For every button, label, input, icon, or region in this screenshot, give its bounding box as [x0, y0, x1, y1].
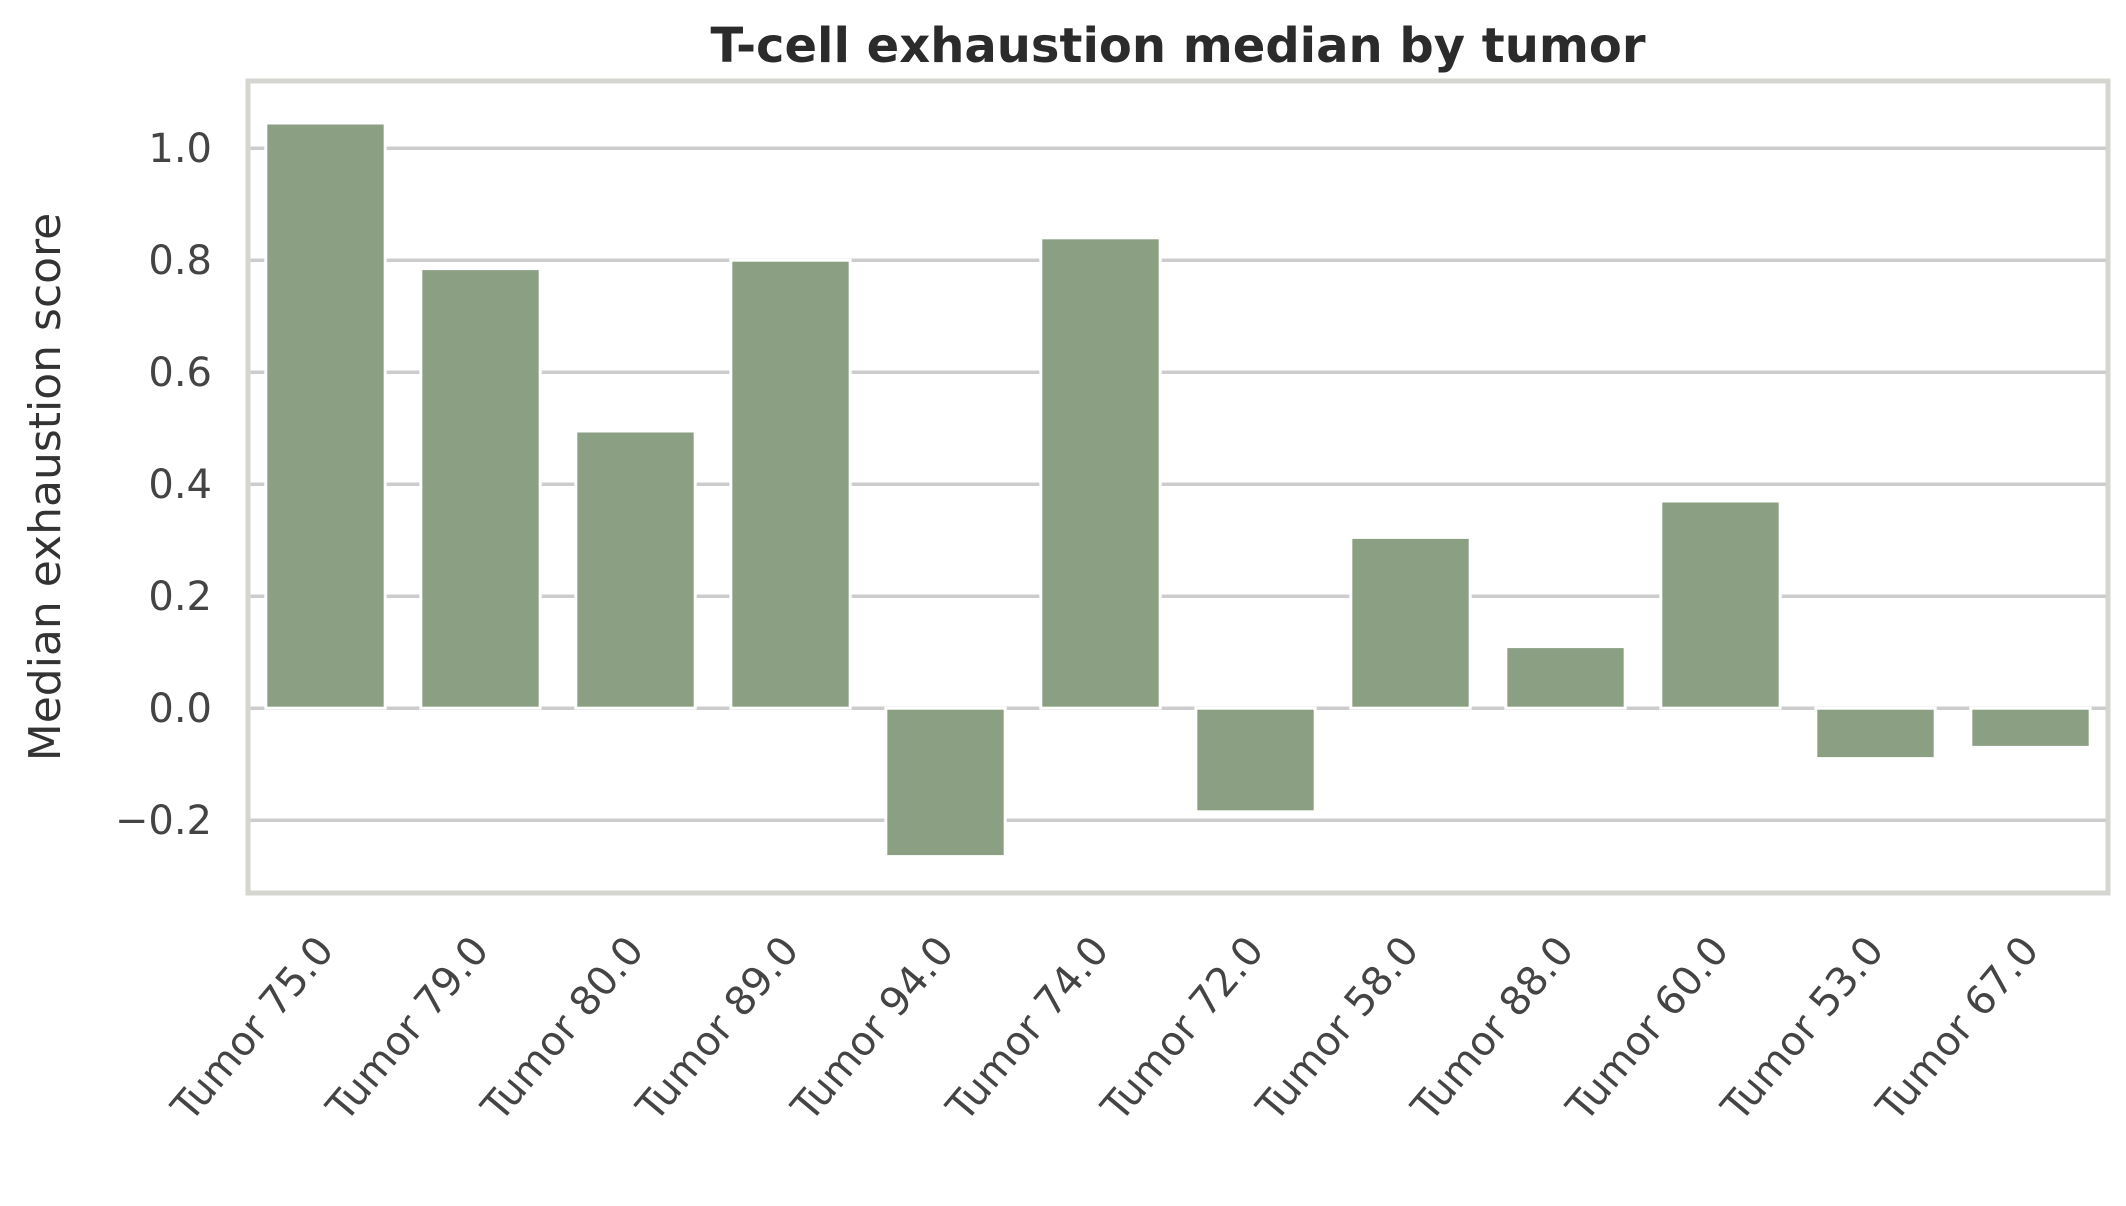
- y-tick-label: 0.4: [148, 462, 212, 508]
- x-tick-label: Tumor 88.0: [1402, 928, 1583, 1131]
- plot-frame: [245, 78, 2111, 896]
- bar: [264, 121, 387, 710]
- x-tick-label: Tumor 94.0: [782, 928, 963, 1131]
- y-axis-label: Median exhaustion score: [20, 213, 71, 762]
- x-tick-label: Tumor 58.0: [1247, 928, 1428, 1131]
- bar: [1814, 706, 1937, 761]
- x-tick-label: Tumor 67.0: [1867, 928, 2048, 1131]
- x-tick-label: Tumor 72.0: [1092, 928, 1273, 1131]
- bar: [729, 258, 852, 710]
- x-tick-label: Tumor 74.0: [937, 928, 1118, 1131]
- y-tick-label: 0.2: [148, 574, 212, 620]
- bars: [264, 121, 2092, 859]
- x-tick-label: Tumor 60.0: [1557, 928, 1738, 1131]
- bar: [1349, 535, 1472, 710]
- y-tick-label: 0.8: [148, 238, 212, 284]
- bar: [1969, 706, 2092, 749]
- y-tick-label: 0.0: [148, 686, 212, 732]
- bar: [1039, 236, 1162, 710]
- y-tick-label: 0.6: [148, 350, 212, 396]
- bar: [1194, 706, 1317, 814]
- x-tick-label: Tumor 53.0: [1712, 928, 1893, 1131]
- bar: [419, 267, 542, 710]
- y-axis-ticks: −0.2 0.0 0.2 0.4 0.6 0.8 1.0: [115, 126, 212, 844]
- bar: [1504, 645, 1627, 710]
- bar: [884, 706, 1007, 859]
- y-tick-label: −0.2: [115, 798, 212, 844]
- chart-title: T-cell exhaustion median by tumor: [710, 18, 1645, 74]
- x-tick-label: Tumor 89.0: [627, 928, 808, 1131]
- bar: [1659, 499, 1782, 710]
- x-tick-label: Tumor 80.0: [472, 928, 653, 1131]
- x-tick-label: Tumor 79.0: [317, 928, 498, 1131]
- gridlines: [248, 146, 2108, 822]
- bar: [574, 429, 697, 710]
- x-tick-label: Tumor 75.0: [162, 928, 343, 1131]
- y-tick-label: 1.0: [148, 126, 212, 172]
